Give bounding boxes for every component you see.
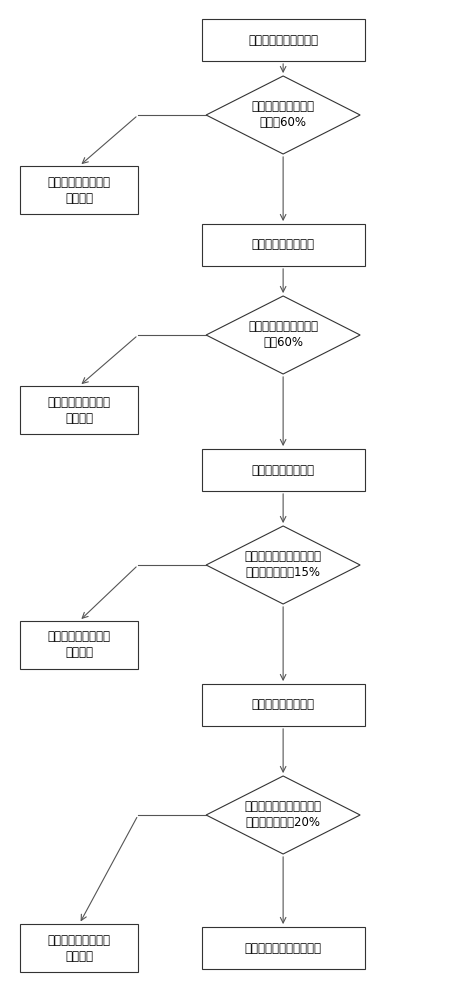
Polygon shape: [206, 76, 360, 154]
Text: 声音子段聚类为三份: 声音子段聚类为三份: [251, 698, 315, 712]
Text: 以三分结果作为最终结果: 以三分结果作为最终结果: [245, 942, 322, 954]
Text: 以当前五分结果作为
最终结果: 以当前五分结果作为 最终结果: [48, 395, 111, 424]
Text: 五分结果大于语音总
长度的60%: 五分结果大于语音总 长度的60%: [251, 101, 315, 129]
Bar: [202, 19, 365, 61]
Text: 声音子段聚类分为五份: 声音子段聚类分为五份: [248, 33, 318, 46]
Bar: [202, 224, 365, 266]
Bar: [20, 621, 138, 669]
Polygon shape: [206, 296, 360, 374]
Bar: [202, 684, 365, 726]
Bar: [20, 924, 138, 972]
Text: 以当前五分结果作为
最终结果: 以当前五分结果作为 最终结果: [48, 631, 111, 660]
Text: 以当前五分结果作为
最终结果: 以当前五分结果作为 最终结果: [48, 176, 111, 205]
Text: 以当前四分结果作为
最终结果: 以当前四分结果作为 最终结果: [48, 934, 111, 962]
Text: 声音子段聚类为四份: 声音子段聚类为四份: [251, 464, 315, 477]
Text: 五分结果大于语音总长
度的60%: 五分结果大于语音总长 度的60%: [248, 320, 318, 350]
Bar: [20, 386, 138, 434]
Text: 声音子段聚类为五份: 声音子段聚类为五份: [251, 238, 315, 251]
Polygon shape: [206, 776, 360, 854]
Text: 五分结果与四分结果之差
大于五分结果的15%: 五分结果与四分结果之差 大于五分结果的15%: [245, 550, 322, 580]
Bar: [202, 449, 365, 491]
Text: 四分结果与三分结果之差
大于四分结果的20%: 四分结果与三分结果之差 大于四分结果的20%: [245, 800, 322, 830]
Bar: [202, 927, 365, 969]
Bar: [20, 166, 138, 214]
Polygon shape: [206, 526, 360, 604]
